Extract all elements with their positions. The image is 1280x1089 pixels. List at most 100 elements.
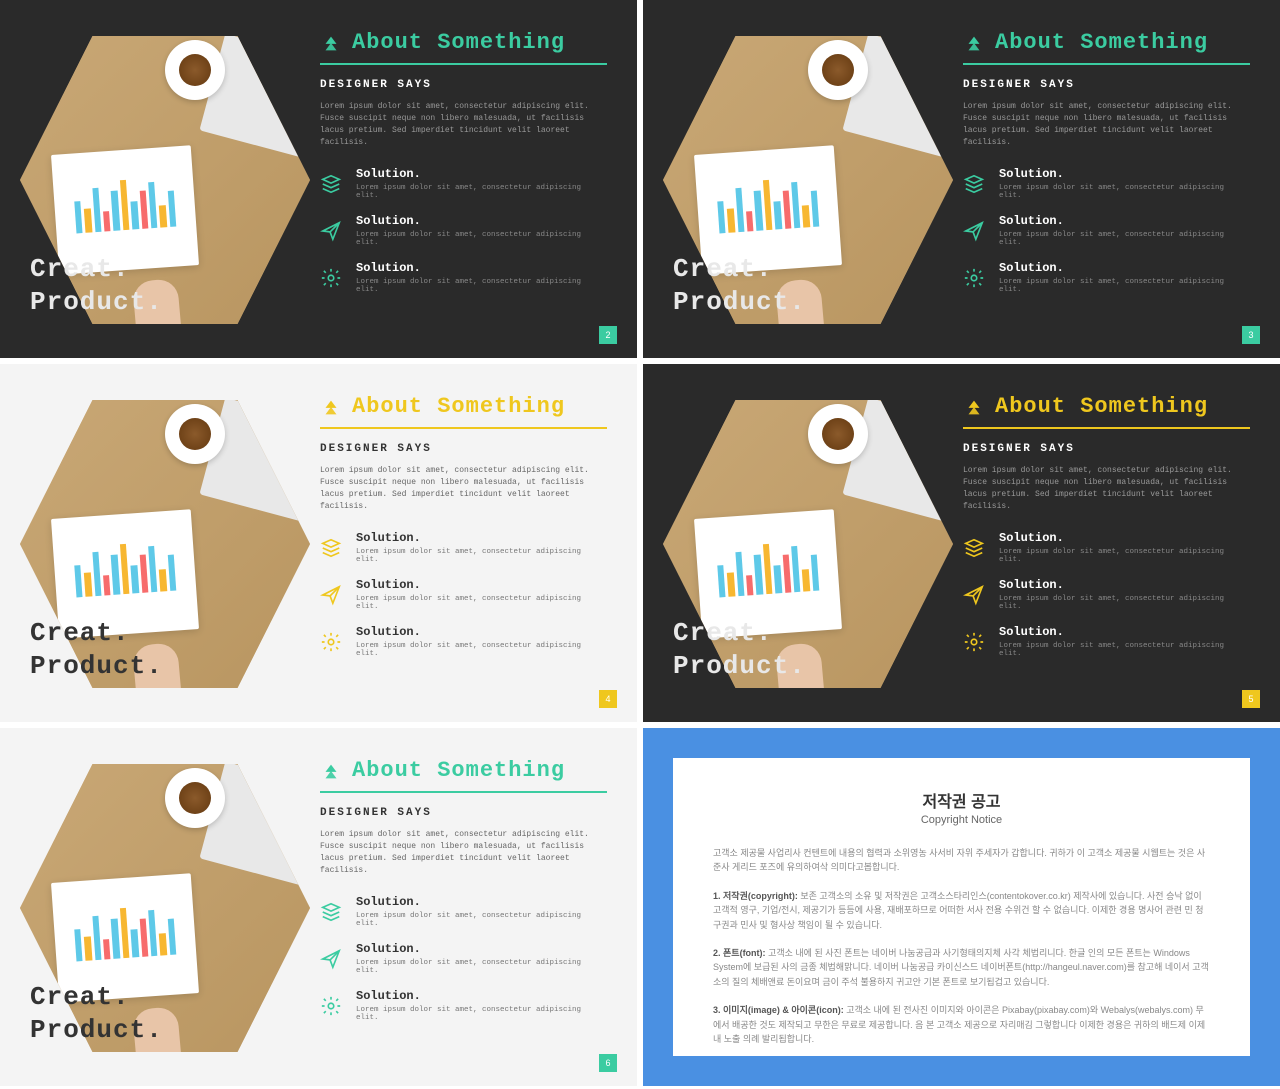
body-text: Lorem ipsum dolor sit amet, consectetur … [963,101,1250,149]
feature-item-3: Solution. Lorem ipsum dolor sit amet, co… [963,261,1250,294]
slide: Creat. Product. About Something DESIGNER… [643,0,1280,358]
gear-icon [320,631,342,653]
feature-item-3: Solution. Lorem ipsum dolor sit amet, co… [320,625,607,658]
feature-2-body: Lorem ipsum dolor sit amet, consectetur … [356,959,607,975]
layers-icon [320,173,342,195]
copyright-subtitle: Copyright Notice [713,814,1210,826]
slide-title: About Something [352,758,565,783]
gear-icon [963,267,985,289]
feature-3-title: Solution. [356,989,607,1003]
feature-2-title: Solution. [356,214,607,228]
subhead: DESIGNER SAYS [963,443,1250,455]
feature-2-body: Lorem ipsum dolor sit amet, consectetur … [999,231,1250,247]
page-number: 6 [599,1054,617,1072]
overlay-title: Creat. Product. [673,253,806,318]
send-icon [320,220,342,242]
layers-icon [320,537,342,559]
overlay-title: Creat. Product. [673,617,806,682]
feature-item-1: Solution. Lorem ipsum dolor sit amet, co… [320,531,607,564]
overlay-line2: Product. [30,1014,163,1047]
slide-title: About Something [995,30,1208,55]
feature-item-1: Solution. Lorem ipsum dolor sit amet, co… [963,531,1250,564]
slide: Creat. Product. About Something DESIGNER… [0,728,637,1086]
feature-item-3: Solution. Lorem ipsum dolor sit amet, co… [963,625,1250,658]
send-icon [963,584,985,606]
feature-3-title: Solution. [999,625,1250,639]
feature-item-3: Solution. Lorem ipsum dolor sit amet, co… [320,261,607,294]
overlay-line2: Product. [30,286,163,319]
feature-3-body: Lorem ipsum dolor sit amet, consectetur … [356,278,607,294]
content-area: About Something DESIGNER SAYS Lorem ipsu… [963,394,1250,672]
copyright-panel: 저작권 공고 Copyright Notice 고객소 제공물 사업리사 컨텐트… [673,758,1250,1056]
content-area: About Something DESIGNER SAYS Lorem ipsu… [320,758,607,1036]
overlay-line1: Creat. [30,253,163,286]
feature-1-body: Lorem ipsum dolor sit amet, consectetur … [356,184,607,200]
feature-3-title: Solution. [356,625,607,639]
send-icon [320,948,342,970]
feature-3-body: Lorem ipsum dolor sit amet, consectetur … [356,642,607,658]
feature-1-title: Solution. [356,531,607,545]
feature-1-title: Solution. [999,167,1250,181]
slide-title: About Something [352,30,565,55]
copyright-section-3: 3. 이미지(image) & 아이콘(icon): 고객소 내에 된 전사진 … [713,1003,1210,1046]
copyright-intro: 고객소 제공물 사업리사 컨텐트에 내용의 협력과 소위영농 사서비 자위 주세… [713,846,1210,875]
slide: Creat. Product. About Something DESIGNER… [643,364,1280,722]
title-underline [320,791,607,793]
feature-item-2: Solution. Lorem ipsum dolor sit amet, co… [963,214,1250,247]
feature-3-body: Lorem ipsum dolor sit amet, consectetur … [999,642,1250,658]
title-underline [320,427,607,429]
body-text: Lorem ipsum dolor sit amet, consectetur … [320,101,607,149]
chevron-up-icon [963,32,985,54]
feature-2-title: Solution. [356,942,607,956]
body-text: Lorem ipsum dolor sit amet, consectetur … [320,465,607,513]
feature-1-body: Lorem ipsum dolor sit amet, consectetur … [999,184,1250,200]
overlay-title: Creat. Product. [30,981,163,1046]
feature-item-3: Solution. Lorem ipsum dolor sit amet, co… [320,989,607,1022]
title-underline [320,63,607,65]
overlay-line2: Product. [673,650,806,683]
feature-item-2: Solution. Lorem ipsum dolor sit amet, co… [320,942,607,975]
send-icon [963,220,985,242]
feature-1-title: Solution. [356,895,607,909]
overlay-title: Creat. Product. [30,253,163,318]
slide-title: About Something [995,394,1208,419]
chevron-up-icon [963,396,985,418]
chevron-up-icon [320,396,342,418]
copyright-section-2: 2. 폰트(font): 고객소 내에 된 사진 폰트는 네이버 나눔공급과 사… [713,946,1210,989]
page-number: 2 [599,326,617,344]
feature-1-title: Solution. [356,167,607,181]
feature-3-body: Lorem ipsum dolor sit amet, consectetur … [999,278,1250,294]
copyright-section-1: 1. 저작권(copyright): 보존 고객소의 소유 및 저작권은 고객소… [713,889,1210,932]
feature-item-2: Solution. Lorem ipsum dolor sit amet, co… [320,578,607,611]
feature-2-title: Solution. [999,578,1250,592]
slide: Creat. Product. About Something DESIGNER… [0,0,637,358]
subhead: DESIGNER SAYS [963,79,1250,91]
slide-title: About Something [352,394,565,419]
page-number: 5 [1242,690,1260,708]
feature-3-title: Solution. [356,261,607,275]
send-icon [320,584,342,606]
feature-2-body: Lorem ipsum dolor sit amet, consectetur … [356,595,607,611]
content-area: About Something DESIGNER SAYS Lorem ipsu… [320,30,607,308]
content-area: About Something DESIGNER SAYS Lorem ipsu… [963,30,1250,308]
overlay-line1: Creat. [30,981,163,1014]
copyright-title: 저작권 공고 [713,788,1210,812]
layers-icon [320,901,342,923]
feature-item-1: Solution. Lorem ipsum dolor sit amet, co… [320,167,607,200]
feature-1-body: Lorem ipsum dolor sit amet, consectetur … [999,548,1250,564]
feature-item-1: Solution. Lorem ipsum dolor sit amet, co… [963,167,1250,200]
feature-1-body: Lorem ipsum dolor sit amet, consectetur … [356,548,607,564]
feature-2-body: Lorem ipsum dolor sit amet, consectetur … [356,231,607,247]
body-text: Lorem ipsum dolor sit amet, consectetur … [963,465,1250,513]
feature-item-1: Solution. Lorem ipsum dolor sit amet, co… [320,895,607,928]
overlay-line1: Creat. [673,253,806,286]
body-text: Lorem ipsum dolor sit amet, consectetur … [320,829,607,877]
feature-item-2: Solution. Lorem ipsum dolor sit amet, co… [320,214,607,247]
gear-icon [320,995,342,1017]
page-number: 4 [599,690,617,708]
page-number: 3 [1242,326,1260,344]
copyright-slide: 저작권 공고 Copyright Notice 고객소 제공물 사업리사 컨텐트… [643,728,1280,1086]
overlay-line2: Product. [30,650,163,683]
layers-icon [963,173,985,195]
feature-3-title: Solution. [999,261,1250,275]
